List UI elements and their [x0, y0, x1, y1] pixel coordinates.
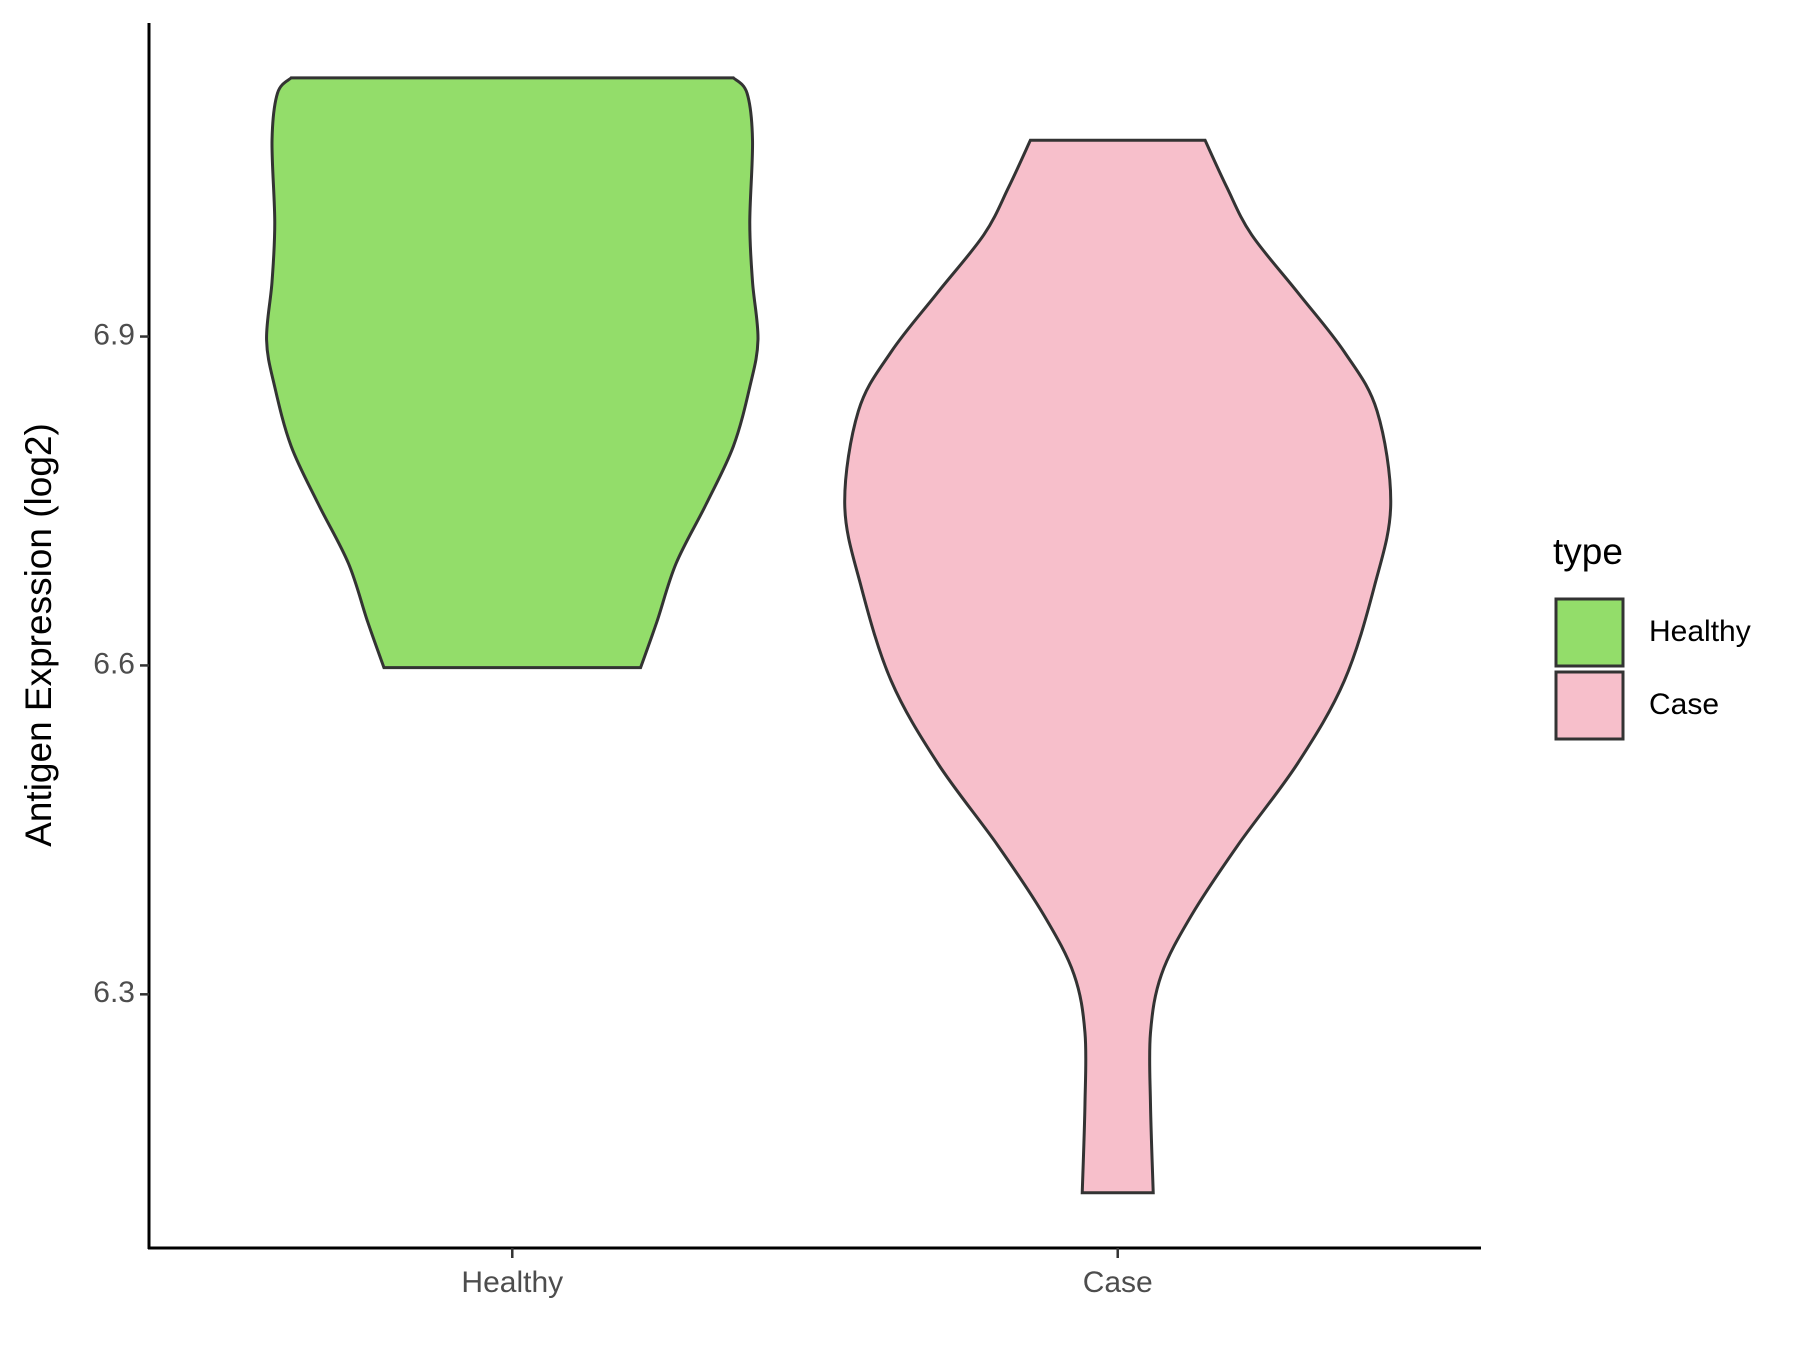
violin — [265, 76, 760, 670]
x-tick-label: Case — [1083, 1266, 1153, 1299]
y-tick-label: 6.3 — [93, 976, 135, 1009]
legend-label: Case — [1649, 688, 1719, 721]
y-axis-title: Antigen Expression (log2) — [18, 423, 59, 847]
legend-title: type — [1553, 531, 1623, 572]
y-tick-label: 6.6 — [93, 647, 135, 680]
legend-label: Healthy — [1649, 615, 1751, 648]
legend-key — [1554, 670, 1625, 741]
legend-key — [1554, 597, 1625, 668]
y-tick-label: 6.9 — [93, 318, 135, 351]
violin — [843, 138, 1393, 1195]
x-tick-label: Healthy — [461, 1266, 563, 1299]
